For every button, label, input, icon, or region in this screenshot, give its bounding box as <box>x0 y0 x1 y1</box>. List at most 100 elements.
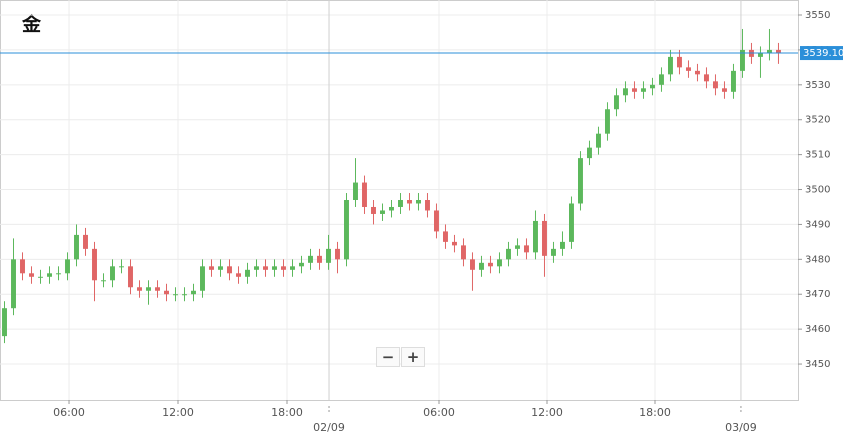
candle-body <box>236 273 241 277</box>
candle-body <box>506 248 511 260</box>
candle-body <box>650 84 655 89</box>
candle-body <box>479 262 484 270</box>
candle-body <box>775 49 781 54</box>
candle-body <box>380 210 385 214</box>
candle-body <box>335 248 340 260</box>
candle-body <box>596 133 601 148</box>
candle-body <box>218 266 223 270</box>
plot-frame <box>0 0 799 401</box>
candle-body <box>757 53 763 57</box>
last-price-box <box>800 46 843 61</box>
zoom-out-button[interactable]: − <box>376 347 400 367</box>
candle-body <box>173 294 178 296</box>
y-tick-label: 3520 <box>805 115 830 126</box>
y-tick-label: 3530 <box>805 80 830 91</box>
candle-body <box>101 280 106 282</box>
candle-body <box>344 200 349 260</box>
candle-body <box>263 266 268 270</box>
candle-body <box>739 49 745 71</box>
candle-body <box>416 200 421 204</box>
candle-body <box>659 74 664 85</box>
y-tick-label: 3490 <box>805 219 830 230</box>
candle-body <box>676 56 682 68</box>
candle-body <box>533 220 538 253</box>
candle-body <box>353 182 358 200</box>
date-tick-label: 02/09 <box>313 421 345 434</box>
candle-body <box>632 88 637 92</box>
candle-body <box>605 109 610 134</box>
candle-body <box>641 88 646 92</box>
candle-body <box>38 276 43 278</box>
candle-body <box>551 248 556 256</box>
candle-body <box>326 248 331 263</box>
candle-body <box>11 259 16 309</box>
candle-body <box>74 234 79 260</box>
candle-body <box>254 266 259 270</box>
candle-body <box>128 266 133 288</box>
chart-title: 金 <box>21 13 42 36</box>
candle-body <box>712 81 718 89</box>
candle-body <box>29 273 34 277</box>
x-tick-label: 18:00 <box>271 406 303 419</box>
candle-body <box>497 259 502 267</box>
candle-body <box>137 287 142 291</box>
candle-body <box>245 269 250 277</box>
candle-body <box>47 273 52 277</box>
candle-body <box>146 287 151 291</box>
candle-body <box>425 200 430 211</box>
candle-body <box>587 147 592 159</box>
candle-body <box>299 262 304 267</box>
candle-body <box>614 95 619 110</box>
candle-body <box>92 248 97 281</box>
candle-body <box>542 220 547 256</box>
y-tick-label: 3480 <box>805 254 830 265</box>
y-tick-label: 3460 <box>805 324 830 335</box>
candle-body <box>434 210 439 232</box>
candle-body <box>694 70 700 75</box>
candle-body <box>730 70 736 92</box>
candle-body <box>209 266 214 270</box>
candle-body <box>371 206 376 214</box>
candle-body <box>398 200 403 207</box>
candle-body <box>182 294 187 296</box>
candle-body <box>290 266 295 270</box>
y-tick-label: 3470 <box>805 289 830 300</box>
candle-body <box>703 74 709 82</box>
candle-body <box>227 266 232 274</box>
y-tick-label: 3550 <box>805 10 830 21</box>
candle-body <box>407 200 412 204</box>
y-tick-label: 3450 <box>805 359 830 370</box>
x-tick-label: 12:00 <box>531 406 563 419</box>
candle-body <box>721 88 727 92</box>
candle-body <box>560 241 565 249</box>
candle-body <box>766 49 772 54</box>
candle-body <box>685 67 691 71</box>
candle-body <box>515 245 520 249</box>
candle-body <box>164 290 169 295</box>
x-tick-label: 06:00 <box>423 406 455 419</box>
candle-body <box>578 158 583 204</box>
candle-body <box>389 206 394 211</box>
y-tick-label: 3510 <box>805 150 830 161</box>
zoom-in-button[interactable]: + <box>401 347 425 367</box>
candle-body <box>452 241 457 246</box>
candle-body <box>20 259 25 274</box>
candle-body <box>461 245 466 260</box>
x-tick-label: 12:00 <box>162 406 194 419</box>
candle-body <box>200 266 205 291</box>
last-price-label: 3539.10 <box>803 48 843 59</box>
candle-body <box>119 266 124 268</box>
candle-body <box>83 234 88 249</box>
candle-body <box>56 273 61 275</box>
x-tick-label: 18:00 <box>639 406 671 419</box>
x-tick-label: 06:00 <box>53 406 85 419</box>
candle-body <box>623 88 628 96</box>
date-tick-label: 03/09 <box>725 421 757 434</box>
candle-body <box>362 182 367 207</box>
candle-body <box>569 203 574 242</box>
candle-body <box>524 245 529 253</box>
candle-body <box>110 266 115 281</box>
candle-body <box>308 255 313 263</box>
